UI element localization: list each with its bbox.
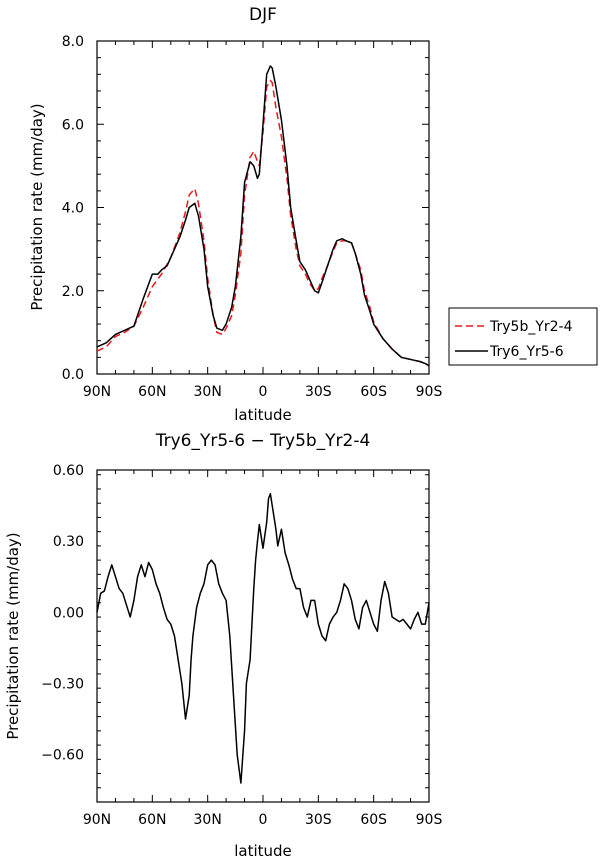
bottom-y-axis-label: Precipitation rate (mm/day): [4, 532, 22, 739]
bottom-y-tick-label: 0.60: [53, 463, 84, 479]
bottom-x-tick-label: 90S: [416, 812, 443, 828]
bottom-x-tick-label: 60N: [138, 812, 166, 828]
legend-label-try6: Try6_Yr5-6: [489, 344, 564, 360]
top-y-tick-label: 0.0: [62, 367, 84, 383]
bottom-x-axis-label: latitude: [234, 842, 292, 860]
top-x-axis-label: latitude: [234, 406, 292, 424]
top-plot-frame: [96, 40, 430, 375]
legend: Try5b_Yr2-4 Try6_Yr5-6: [448, 307, 598, 366]
legend-label-try5b: Try5b_Yr2-4: [489, 319, 573, 335]
bottom-y-tick-label: 0.30: [53, 534, 84, 550]
bottom-x-tick-label: 30S: [305, 812, 332, 828]
top-y-tick-label: 6.0: [62, 117, 84, 133]
top-y-tick-label: 8.0: [62, 34, 84, 50]
top-x-tick-label: 60N: [138, 384, 166, 400]
top-y-tick-label: 4.0: [62, 201, 84, 217]
top-x-tick-label: 0: [259, 384, 268, 400]
bottom-series-line-0: [96, 492, 430, 784]
top-series-line-0: [96, 79, 430, 367]
top-x-tick-label: 30S: [305, 384, 332, 400]
top-series-line-1: [96, 65, 430, 367]
bottom-x-tick-label: 60S: [360, 812, 387, 828]
top-x-tick-label: 60S: [360, 384, 387, 400]
bottom-y-tick-label: −0.60: [41, 748, 84, 764]
bottom-panel: Try6_Yr5-6 − Try5b_Yr2-4 90N 60N 30N 0 30S 60…: [4, 431, 442, 860]
top-y-tick-label: 2.0: [62, 284, 84, 300]
bottom-x-tick-label: 30N: [194, 812, 222, 828]
top-x-tick-label: 30N: [194, 384, 222, 400]
top-x-tick-label: 90N: [83, 384, 111, 400]
legend-box: [448, 307, 598, 366]
top-chart-title: DJF: [249, 5, 277, 25]
bottom-x-tick-label: 0: [259, 812, 268, 828]
bottom-plot-frame: [96, 469, 430, 803]
top-x-tick-label: 90S: [416, 384, 443, 400]
top-y-axis-label: Precipitation rate (mm/day): [28, 103, 46, 310]
bottom-x-tick-label: 90N: [83, 812, 111, 828]
top-panel: DJF 90N 60N 30N 0 30S 60S 90S 0.0 2.0 4.0 6.0 8.0 l…: [28, 5, 442, 424]
bottom-y-tick-label: 0.00: [53, 605, 84, 621]
bottom-y-tick-label: −0.30: [41, 676, 84, 692]
bottom-chart-title: Try6_Yr5-6 − Try5b_Yr2-4: [155, 431, 371, 451]
